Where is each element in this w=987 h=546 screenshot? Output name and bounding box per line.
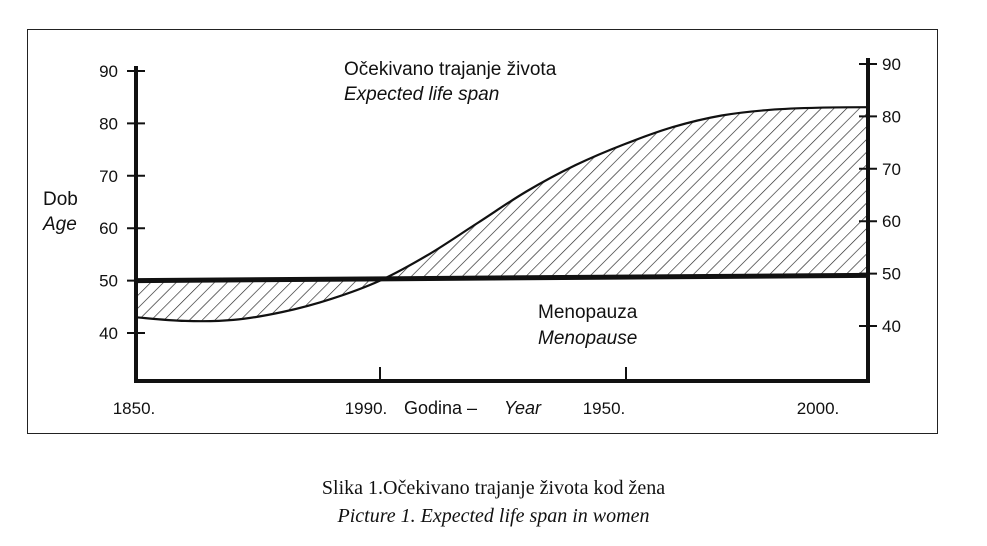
y-right-tick-label: 90 bbox=[882, 55, 901, 74]
x-tick-label: 1950. bbox=[583, 399, 626, 418]
y-left-tick-label: 50 bbox=[99, 272, 118, 291]
chart-title-en: Expected life span bbox=[344, 84, 499, 105]
y-axis-label: Dob bbox=[43, 189, 78, 210]
y-left-tick-label: 70 bbox=[99, 167, 118, 186]
x-axis-label: Godina – bbox=[404, 398, 477, 418]
chart-frame bbox=[27, 29, 938, 434]
figure-caption: Slika 1.Očekivano trajanje života kod že… bbox=[321, 477, 666, 499]
x-tick-label: 1850. bbox=[113, 399, 156, 418]
life-span-chart: 40 50 60 70 80 90 40 50 60 70 80 90 1850. 1990. 1950. 2… bbox=[42, 55, 901, 418]
menopause-label: Menopauza bbox=[538, 302, 638, 323]
figure-caption-en: Picture 1. Expected life span in women bbox=[337, 505, 650, 527]
x-tick-label: 1990. bbox=[345, 399, 388, 418]
y-right-tick-label: 40 bbox=[882, 317, 901, 336]
x-axis-label-en: Year bbox=[504, 398, 542, 418]
menopause-label-en: Menopause bbox=[538, 328, 637, 349]
hatched-area bbox=[136, 107, 868, 322]
y-left-tick-label: 60 bbox=[99, 219, 118, 238]
y-right-tick-label: 60 bbox=[882, 212, 901, 231]
y-right-tick-label: 50 bbox=[882, 265, 901, 284]
x-tick-label: 2000. bbox=[797, 399, 840, 418]
y-left-tick-label: 40 bbox=[99, 324, 118, 343]
menopause-line bbox=[135, 272, 869, 284]
chart-title: Očekivano trajanje života bbox=[344, 59, 557, 80]
y-left-tick-label: 80 bbox=[99, 114, 118, 133]
y-left-tick-label: 90 bbox=[99, 62, 118, 81]
y-right-tick-label: 70 bbox=[882, 160, 901, 179]
y-right-tick-label: 80 bbox=[882, 107, 901, 126]
y-axis-label-en: Age bbox=[42, 214, 77, 235]
life-span-curve bbox=[135, 106, 869, 323]
